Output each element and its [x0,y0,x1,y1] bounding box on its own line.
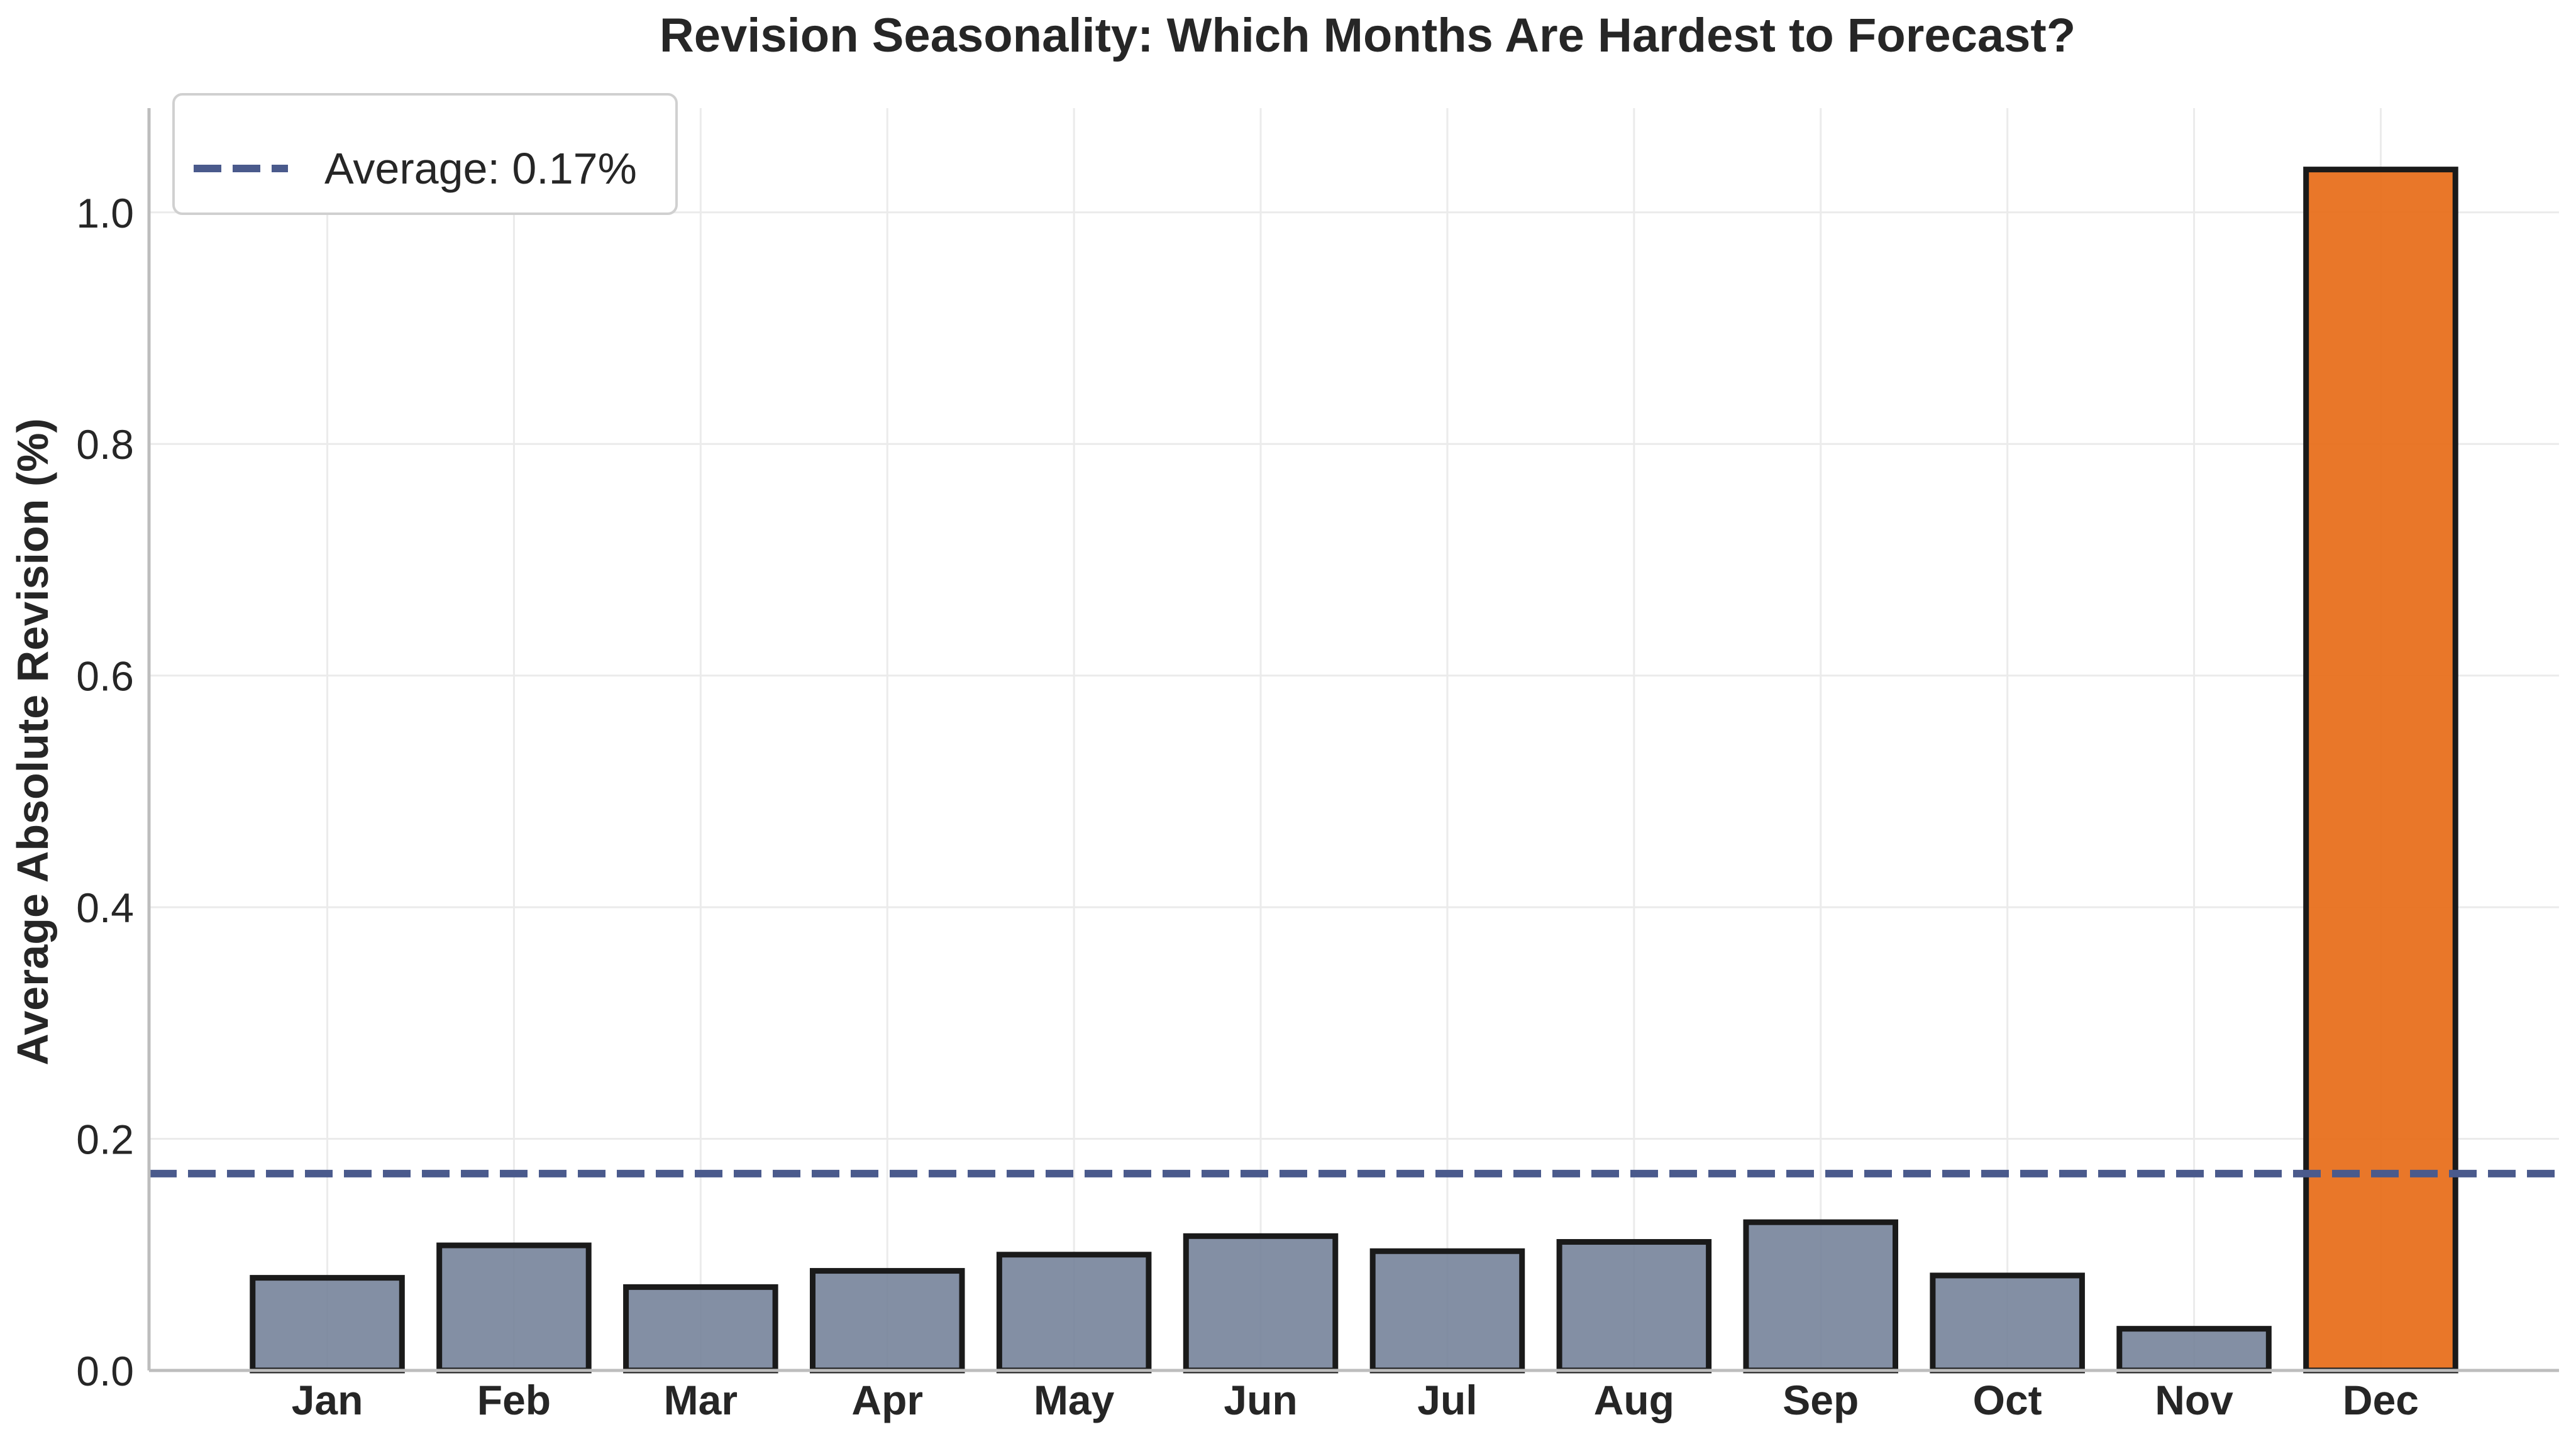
bar-jan [250,1275,405,1374]
y-tick-label: 0.2 [76,1116,134,1163]
y-tick-label: 0.0 [76,1348,134,1394]
bar-apr [809,1268,965,1374]
x-tick-label-may: May [1034,1377,1115,1423]
bar-dec [2303,167,2458,1374]
bar-nov [2116,1326,2272,1374]
chart-title: Revision Seasonality: Which Months Are H… [660,9,2076,62]
x-tick-label-aug: Aug [1594,1377,1674,1423]
y-axis-ticks: 0.0 0.2 0.4 0.6 0.8 1.0 [76,190,134,1394]
legend-box [172,93,678,215]
x-tick-label-oct: Oct [1973,1377,2042,1423]
y-tick-label: 1.0 [76,190,134,236]
bar-may [996,1252,1152,1374]
bar-mar [623,1284,778,1374]
bar-jul [1369,1248,1525,1374]
legend: Average: 0.17% [172,93,678,215]
x-tick-label-jun: Jun [1224,1377,1297,1423]
x-tick-label-jul: Jul [1417,1377,1477,1423]
x-tick-label-nov: Nov [2155,1377,2233,1423]
bar-feb [436,1242,592,1374]
y-tick-label: 0.6 [76,653,134,700]
y-axis-label: Average Absolute Revision (%) [8,418,57,1066]
x-tick-label-mar: Mar [664,1377,738,1423]
x-tick-label-feb: Feb [477,1377,551,1423]
legend-label-average: Average: 0.17% [324,144,637,193]
x-tick-label-dec: Dec [2343,1377,2419,1423]
x-tick-label-sep: Sep [1783,1377,1859,1423]
bars [250,167,2458,1374]
bar-aug [1556,1239,1712,1374]
x-tick-label-jan: Jan [292,1377,363,1423]
axes [147,108,2559,1372]
bar-oct [1930,1272,2085,1374]
bar-jun [1183,1233,1339,1374]
x-axis-ticks: Jan Feb Mar Apr May Jun Jul Aug Sep Oct Nov Dec [292,1377,2419,1423]
y-tick-label: 0.8 [76,421,134,468]
x-tick-label-apr: Apr [851,1377,923,1423]
bar-sep [1743,1219,1899,1374]
y-tick-label: 0.4 [76,885,134,931]
